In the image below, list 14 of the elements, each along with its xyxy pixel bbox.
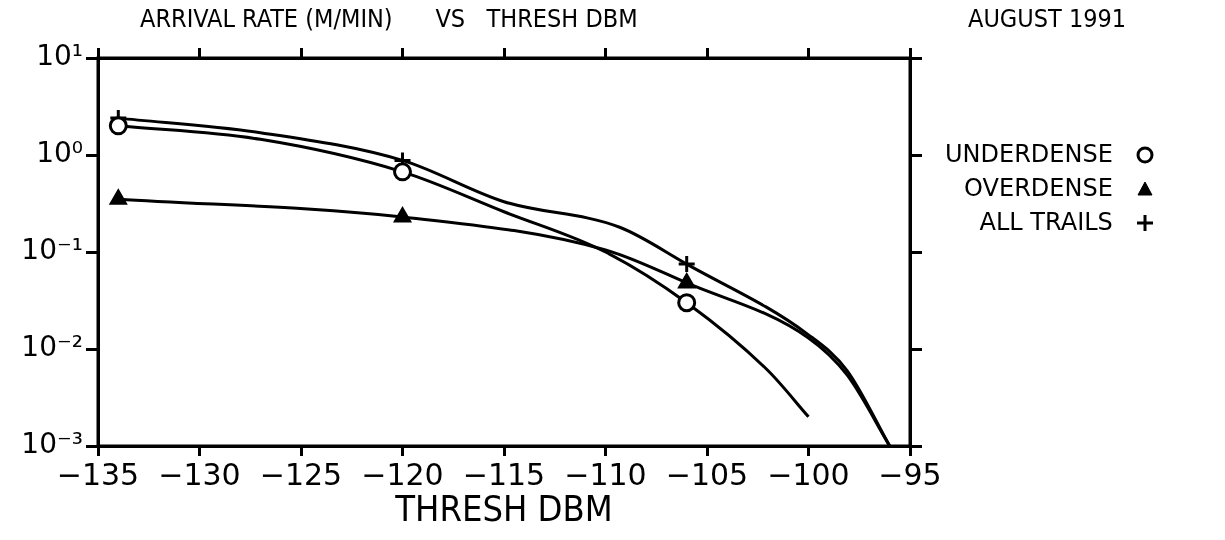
x-tick-label: −105 (665, 456, 749, 492)
y-tick-label: 10⁻² (21, 330, 83, 364)
y-tick-label: 10¹ (36, 39, 83, 73)
x-tick-label: −100 (767, 456, 850, 492)
legend-label: UNDERDENSE (945, 139, 1113, 170)
y-tick-label: 10⁻¹ (21, 233, 83, 267)
text: AUGUST 1991 (968, 4, 1127, 33)
chart-title: ARRIVAL RATE (M/MIN) VS THRESH DBM (140, 4, 638, 33)
x-tick-label: −95 (878, 456, 942, 492)
y-tick-label: 10⁰ (36, 136, 83, 170)
legend-label: OVERDENSE (964, 173, 1113, 204)
legend-label: ALL TRAILS (979, 207, 1113, 238)
x-tick-label: −125 (259, 456, 343, 492)
x-tick-label: −130 (158, 456, 241, 492)
